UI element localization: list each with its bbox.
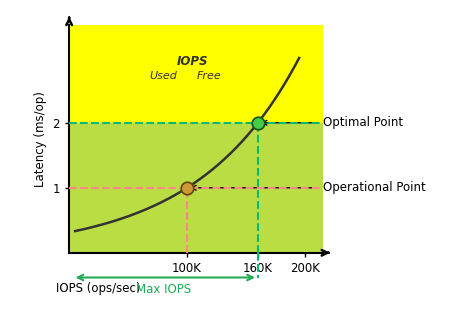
- Text: IOPS: IOPS: [177, 55, 209, 68]
- Text: Used: Used: [150, 70, 177, 81]
- Y-axis label: Latency (ms/op): Latency (ms/op): [34, 91, 47, 187]
- Text: Optimal Point: Optimal Point: [262, 116, 403, 129]
- Text: Max IOPS: Max IOPS: [136, 283, 191, 296]
- Text: IOPS (ops/sec): IOPS (ops/sec): [56, 283, 141, 295]
- Bar: [69, 123, 323, 253]
- Text: Free: Free: [196, 70, 221, 81]
- Text: Operational Point: Operational Point: [191, 181, 426, 194]
